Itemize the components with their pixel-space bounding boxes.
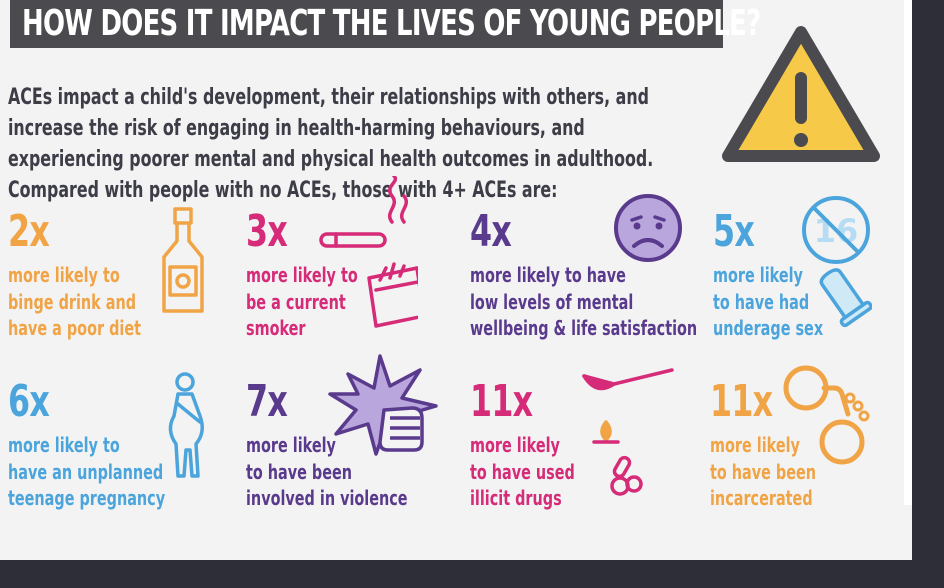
stat-description: more likely to have been involved in vio…	[246, 433, 408, 510]
bottle-icon	[162, 207, 204, 313]
stat-description: more likely to have an unplanned teenage…	[8, 433, 166, 510]
intro-paragraph: ACEs impact a child's development, their…	[8, 85, 654, 203]
stat-violence: 7x more likely to have been involved in …	[246, 378, 576, 512]
pregnant-woman-icon	[168, 372, 204, 478]
stat-description: more likely to have had underage sex	[713, 263, 824, 340]
stat-illicit-drugs: 11x more likely to have used illicit dru…	[470, 378, 800, 512]
panel-edge	[904, 0, 912, 505]
stat-mental-wellbeing: 4x more likely to have low levels of men…	[470, 208, 800, 342]
stat-multiplier: 3x	[246, 206, 288, 257]
page-title: HOW DOES IT IMPACT THE LIVES OF YOUNG PE…	[22, 3, 761, 44]
stat-description: more likely to be a current smoker	[246, 263, 358, 340]
infographic-panel: HOW DOES IT IMPACT THE LIVES OF YOUNG PE…	[0, 0, 912, 560]
stat-description: more likely to binge drink and have a po…	[8, 263, 141, 340]
stat-multiplier: 4x	[470, 206, 512, 257]
stat-smoker: 3x more likely to be a current smoker	[246, 208, 576, 342]
cigarette-icon	[319, 176, 418, 328]
warning-triangle-icon	[722, 26, 880, 162]
stat-underage-sex: 5x more likely to have had underage sex	[713, 208, 912, 342]
stat-binge-drink: 2x more likely to binge drink and have a…	[8, 208, 338, 342]
stat-multiplier: 11x	[470, 376, 533, 427]
stat-multiplier: 5x	[713, 206, 755, 257]
handcuffs-icon	[783, 365, 870, 465]
stat-description: more likely to have been incarcerated	[710, 433, 817, 510]
sad-face-icon	[614, 194, 682, 262]
under-16-icon: 16	[802, 196, 870, 264]
stat-incarcerated: 11x more likely to have been incarcerate…	[710, 378, 912, 512]
condom-icon	[819, 268, 872, 328]
stat-description: more likely to have used illicit drugs	[470, 433, 575, 510]
fist-punch-icon	[328, 354, 438, 456]
drug-spoon-icon	[582, 368, 674, 496]
stat-multiplier: 2x	[8, 206, 50, 257]
stat-multiplier: 7x	[246, 376, 288, 427]
stat-teenage-pregnancy: 6x more likely to have an unplanned teen…	[8, 378, 338, 512]
stat-multiplier: 11x	[710, 376, 773, 427]
title-bar: HOW DOES IT IMPACT THE LIVES OF YOUNG PE…	[10, 0, 761, 48]
stat-description: more likely to have low levels of mental…	[470, 263, 698, 340]
stat-multiplier: 6x	[8, 376, 50, 427]
